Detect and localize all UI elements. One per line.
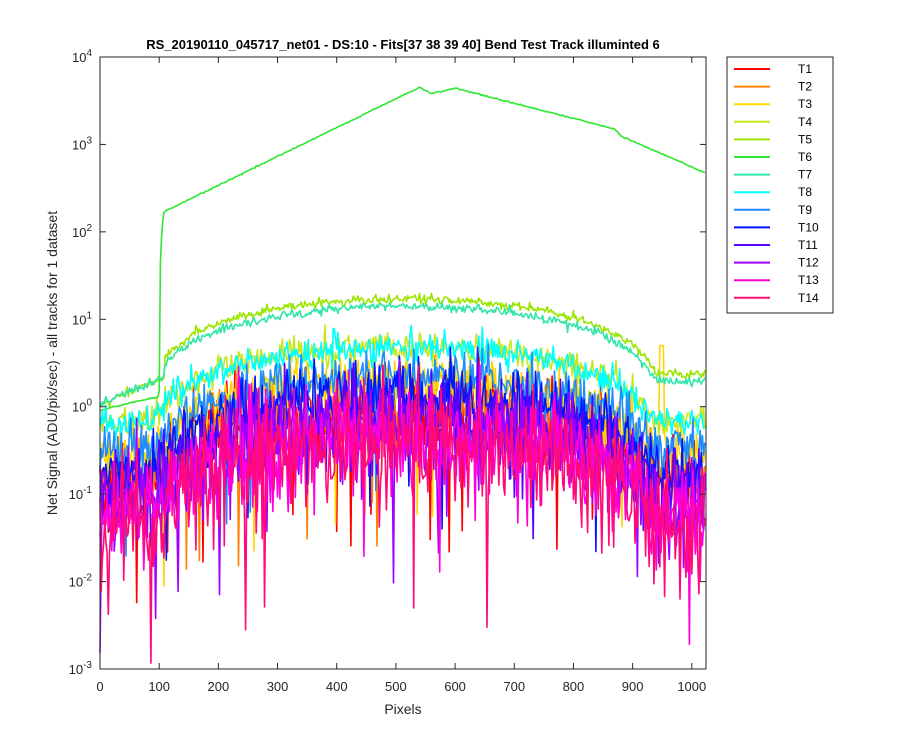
- legend-item-t7: T7: [734, 168, 812, 182]
- y-tick-label: 100: [72, 398, 92, 415]
- x-tick-label: 600: [444, 679, 466, 694]
- plot-background: [100, 57, 706, 669]
- legend-item-t10: T10: [734, 220, 819, 234]
- x-tick-label: 500: [385, 679, 407, 694]
- legend-label: T1: [798, 62, 812, 76]
- legend-box: [726, 56, 834, 314]
- x-tick-label: 900: [622, 679, 644, 694]
- series-line-t13: [99, 364, 706, 646]
- x-tick-label: 400: [326, 679, 348, 694]
- legend-item-t14: T14: [734, 291, 819, 305]
- y-tick-label: 103: [72, 135, 92, 152]
- legend-label: T6: [798, 150, 812, 164]
- legend-item-t9: T9: [734, 203, 812, 217]
- y-tick-label: 10-1: [69, 485, 93, 502]
- y-axis-label: Net Signal (ADU/pix/sec) - all tracks fo…: [44, 211, 60, 515]
- series-line-t14: [99, 364, 706, 664]
- legend-label: T4: [798, 115, 812, 129]
- legend-label: T7: [798, 168, 812, 182]
- x-tick-label: 300: [267, 679, 289, 694]
- y-tick-label: 104: [72, 48, 92, 65]
- legend-label: T11: [798, 238, 818, 252]
- legend-item-t3: T3: [734, 97, 812, 111]
- legend-label: T13: [798, 273, 819, 287]
- y-tick-label: 10-2: [69, 573, 93, 590]
- legend-label: T5: [798, 132, 812, 146]
- legend-item-t6: T6: [734, 150, 812, 164]
- x-tick-label: 800: [563, 679, 585, 694]
- x-axis: 0 100 200 300 400 500 600 700 800 900 1000: [96, 57, 706, 694]
- legend-entries: T1 T2 T3 T4 T5 T6 T7 T8 T9 T10 T11 T12 T13 T14: [734, 62, 819, 305]
- legend-item-t2: T2: [734, 80, 812, 94]
- legend-label: T12: [798, 256, 819, 270]
- y-tick-label: 10-3: [69, 660, 93, 677]
- series-line-t5: [99, 292, 706, 409]
- x-tick-label: 200: [208, 679, 230, 694]
- legend-label: T10: [798, 220, 819, 234]
- legend-label: T14: [798, 291, 819, 305]
- legend-item-t5: T5: [734, 132, 812, 146]
- x-tick-label: 0: [96, 679, 103, 694]
- series-line-t6: [99, 86, 706, 412]
- legend-label: T9: [798, 203, 812, 217]
- legend-item-t8: T8: [734, 185, 812, 199]
- plot-frame: [99, 56, 707, 670]
- plot-area: [99, 56, 707, 670]
- legend: T1 T2 T3 T4 T5 T6 T7 T8 T9 T10 T11 T12 T13 T14: [726, 56, 834, 314]
- series-line-t8: [99, 324, 706, 442]
- x-tick-label: 1000: [677, 679, 706, 694]
- y-tick-label: 102: [72, 223, 92, 240]
- series-layer: [99, 86, 706, 664]
- legend-label: T8: [798, 185, 812, 199]
- legend-item-t1: T1: [734, 62, 812, 76]
- x-tick-label: 100: [148, 679, 170, 694]
- x-axis-label: Pixels: [384, 701, 421, 717]
- legend-item-t12: T12: [734, 256, 819, 270]
- legend-item-t4: T4: [734, 115, 812, 129]
- series-line-t7: [99, 301, 706, 407]
- legend-label: T3: [798, 97, 812, 111]
- chart-title: RS_20190110_045717_net01 - DS:10 - Fits[…: [146, 37, 660, 52]
- legend-item-t13: T13: [734, 273, 819, 287]
- y-axis: 10-3 10-2 10-1 100 101 102 103 104: [69, 48, 706, 677]
- x-tick-label: 700: [503, 679, 525, 694]
- legend-label: T2: [798, 80, 812, 94]
- legend-item-t11: T11: [734, 238, 818, 252]
- y-tick-label: 101: [72, 310, 92, 327]
